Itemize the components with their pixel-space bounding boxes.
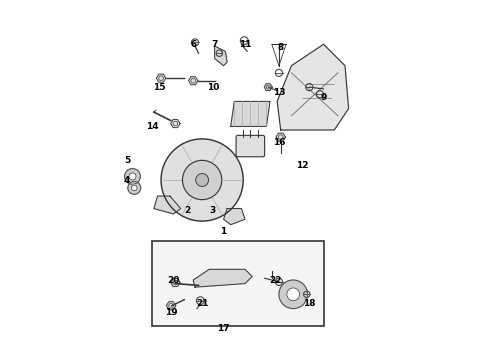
Text: 14: 14 [146,122,158,131]
Text: 2: 2 [185,206,191,215]
FancyBboxPatch shape [152,241,323,327]
Circle shape [287,288,300,301]
Polygon shape [264,84,272,90]
Circle shape [129,173,136,180]
Text: 22: 22 [269,275,282,284]
Polygon shape [189,77,198,85]
Text: 17: 17 [217,324,230,333]
Circle shape [124,168,140,184]
Text: 13: 13 [273,88,285,97]
Text: 10: 10 [207,83,219,92]
Polygon shape [154,196,181,214]
Text: 11: 11 [239,40,251,49]
Text: 16: 16 [273,138,285,147]
Circle shape [128,181,141,194]
Text: 7: 7 [212,40,218,49]
Polygon shape [215,46,227,66]
Polygon shape [167,302,176,310]
FancyBboxPatch shape [236,135,265,157]
Polygon shape [231,102,270,126]
Text: 20: 20 [168,275,180,284]
Circle shape [131,185,137,191]
Text: 5: 5 [124,156,130,165]
Text: 8: 8 [278,43,284,52]
Text: 1: 1 [220,227,227,236]
Polygon shape [277,44,348,130]
Text: 21: 21 [196,299,208,308]
Text: 18: 18 [303,299,316,308]
Polygon shape [171,279,180,287]
Text: 15: 15 [153,83,166,92]
Text: 19: 19 [166,308,178,317]
Text: 4: 4 [124,176,130,185]
Polygon shape [171,120,180,127]
Polygon shape [223,208,245,225]
Circle shape [196,174,209,186]
Circle shape [161,139,243,221]
Text: 9: 9 [320,93,327,102]
Circle shape [182,160,222,200]
Polygon shape [156,74,166,82]
Polygon shape [193,269,252,287]
Text: 12: 12 [296,161,308,170]
Circle shape [279,280,308,309]
Polygon shape [276,133,285,141]
Text: 6: 6 [190,40,196,49]
Text: 3: 3 [210,206,216,215]
